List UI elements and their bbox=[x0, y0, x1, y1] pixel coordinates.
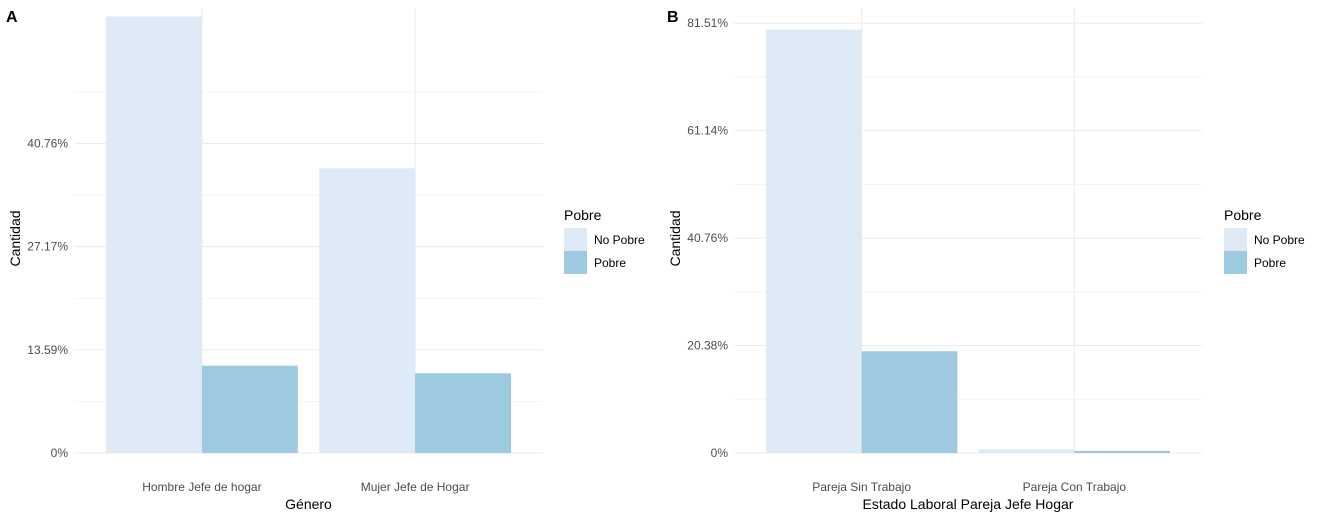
y-tick-label: 40.76% bbox=[27, 136, 68, 150]
y-tick-label: 40.76% bbox=[687, 231, 728, 245]
y-tick-label: 61.14% bbox=[687, 124, 728, 138]
y-axis-title: Cantidad bbox=[667, 210, 683, 266]
y-tick-label: 20.38% bbox=[687, 339, 728, 353]
legend: Pobre No Pobre Pobre bbox=[1224, 207, 1305, 274]
y-tick-label: 0% bbox=[711, 446, 729, 460]
x-tick-label: Pareja Sin Trabajo bbox=[812, 480, 911, 494]
bar-pobre bbox=[415, 373, 512, 453]
legend-swatch bbox=[1224, 251, 1247, 274]
legend-label: Pobre bbox=[594, 256, 626, 270]
x-tick-label: Hombre Jefe de hogar bbox=[142, 480, 261, 494]
legend-label: No Pobre bbox=[1254, 233, 1305, 247]
bar-no-pobre bbox=[765, 29, 862, 453]
legend-swatch bbox=[1224, 228, 1247, 251]
x-tick-label: Mujer Jefe de Hogar bbox=[361, 480, 470, 494]
legend-title: Pobre bbox=[564, 207, 602, 223]
legend-swatch bbox=[564, 228, 587, 251]
legend: Pobre No Pobre Pobre bbox=[564, 207, 645, 274]
y-tick-label: 81.51% bbox=[687, 16, 728, 30]
chart-panel-b: 0% 20.38% 40.76% 61.14% 81.51% Pareja Sin Tra… bbox=[667, 8, 1305, 512]
y-tick-label: 13.59% bbox=[27, 343, 68, 357]
legend-title: Pobre bbox=[1224, 207, 1262, 223]
panel-tag: B bbox=[667, 9, 679, 26]
panel-tag: A bbox=[6, 9, 18, 26]
bar-no-pobre bbox=[105, 16, 202, 454]
x-axis-title: Género bbox=[285, 496, 332, 512]
legend-label: Pobre bbox=[1254, 256, 1286, 270]
legend-label: No Pobre bbox=[594, 233, 645, 247]
chart-panel-a: 0% 13.59% 27.17% 40.76% Hombre Jefe de hogar… bbox=[6, 8, 645, 512]
bar-pobre bbox=[201, 365, 298, 453]
y-tick-label: 27.17% bbox=[27, 240, 68, 254]
legend-swatch bbox=[564, 251, 587, 274]
x-tick-label: Pareja Con Trabajo bbox=[1023, 480, 1127, 494]
x-axis-title: Estado Laboral Pareja Jefe Hogar bbox=[863, 496, 1074, 512]
y-tick-label: 0% bbox=[51, 446, 69, 460]
bar-no-pobre bbox=[978, 449, 1075, 453]
bar-pobre bbox=[1074, 450, 1171, 453]
bar-pobre bbox=[861, 351, 958, 453]
y-axis-title: Cantidad bbox=[7, 210, 23, 266]
bar-no-pobre bbox=[319, 168, 416, 453]
